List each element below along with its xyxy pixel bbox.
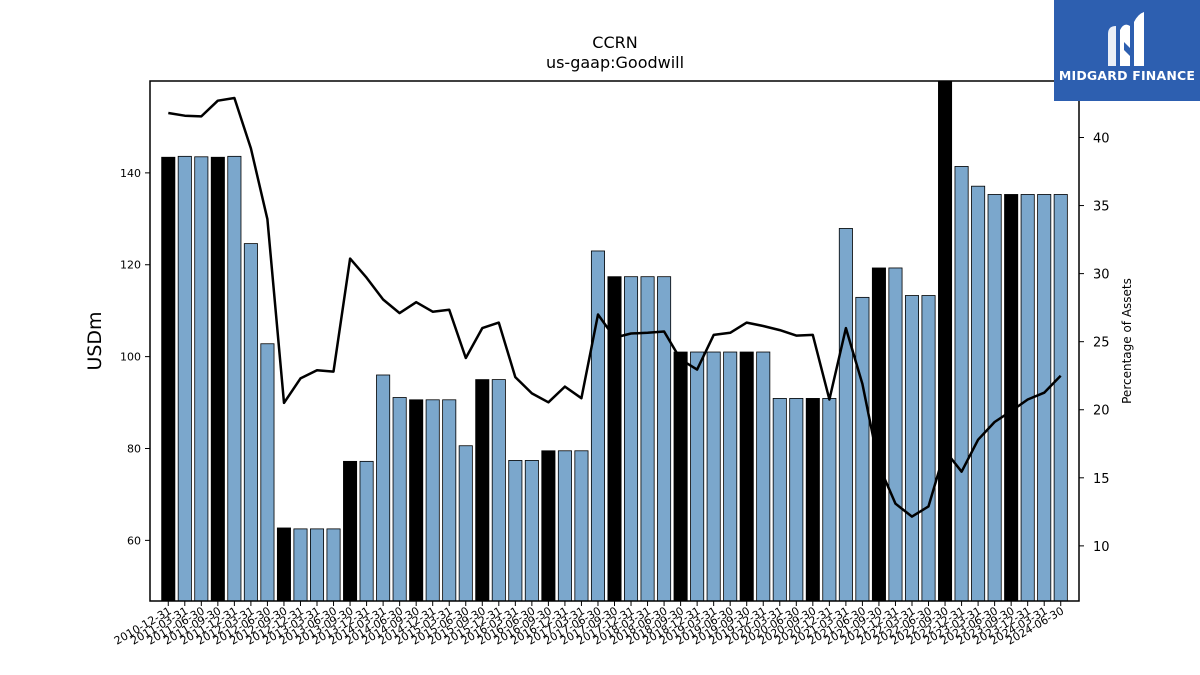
bar-group [161, 80, 1068, 602]
bar-2016-09-30 [541, 450, 556, 602]
bar-2023-03-31 [971, 185, 986, 602]
brand-name: MIDGARD FINANCE [1058, 68, 1196, 83]
bar-2020-03-31 [772, 398, 787, 602]
bar-2010-12-31 [161, 156, 176, 602]
bar-2011-09-30 [210, 156, 225, 602]
bar-2015-12-31 [491, 379, 506, 602]
bar-2021-12-31 [888, 267, 903, 602]
bar-2015-09-30 [475, 379, 490, 602]
percentage-line [168, 96, 1062, 518]
bar-2019-09-30 [739, 351, 754, 602]
y-tick-label: 60 [127, 534, 141, 547]
y-axis-right-label: Percentage of Assets [1120, 278, 1134, 404]
y-tick-label: 120 [120, 259, 141, 272]
bar-2020-06-30 [789, 398, 804, 602]
line-group [168, 96, 1062, 518]
bar-2016-06-30 [524, 460, 539, 602]
bar-2015-03-31 [442, 399, 457, 602]
bar-2022-09-30 [938, 80, 953, 602]
bar-2012-12-31 [293, 528, 308, 602]
bar-2016-03-31 [508, 460, 523, 602]
midgard-logo-icon [1108, 12, 1144, 67]
bar-2012-03-31 [243, 243, 258, 602]
y-axis-label: USDm [84, 311, 106, 370]
bar-2017-12-31 [624, 276, 639, 602]
bar-2013-06-30 [326, 528, 341, 602]
bar-2017-06-30 [590, 250, 605, 602]
bar-2011-12-31 [227, 155, 242, 602]
y-right-tick-label: 35 [1093, 200, 1110, 215]
bar-2014-09-30 [409, 399, 424, 602]
bar-2018-12-31 [690, 351, 705, 602]
bar-2013-12-31 [359, 460, 374, 602]
bar-2011-03-31 [177, 155, 192, 602]
bar-2022-03-31 [904, 295, 920, 602]
bar-2018-06-30 [657, 276, 672, 602]
bar-2013-09-30 [343, 460, 358, 602]
bar-2017-09-30 [607, 276, 622, 602]
bar-2023-09-30 [1004, 194, 1019, 602]
bar-2018-03-31 [640, 276, 655, 602]
bar-2014-12-31 [425, 399, 440, 602]
bar-2013-03-31 [309, 528, 325, 602]
bar-2014-03-31 [376, 374, 391, 602]
bar-2018-09-30 [673, 351, 688, 602]
y-tick-label: 100 [120, 351, 141, 364]
bar-2021-03-31 [838, 228, 853, 602]
bar-2014-06-30 [392, 397, 407, 602]
bar-2019-06-30 [723, 351, 738, 602]
bar-2019-03-31 [706, 351, 721, 602]
y-right-tick-label: 20 [1093, 404, 1110, 419]
y-right-tick-label: 30 [1093, 268, 1110, 283]
chart-title: CCRN [592, 33, 637, 52]
bar-2021-09-30 [871, 267, 886, 602]
bar-2023-06-30 [987, 194, 1002, 602]
bar-2015-06-30 [458, 445, 473, 602]
bar-2017-03-31 [574, 450, 589, 602]
bar-2024-03-31 [1037, 194, 1052, 602]
bar-2020-09-30 [805, 398, 820, 602]
y-right-tick-label: 10 [1093, 540, 1110, 555]
tick-group: 6080100120140101520253035402010-12-31201… [112, 131, 1110, 647]
bar-2024-06-30 [1053, 194, 1068, 602]
bar-2012-09-30 [276, 527, 291, 602]
chart-subtitle: us-gaap:Goodwill [546, 53, 684, 72]
bar-2012-06-30 [260, 343, 275, 602]
bar-2016-12-31 [557, 450, 572, 602]
bar-2019-12-31 [756, 351, 771, 602]
brand-logo: MIDGARD FINANCE [1054, 0, 1200, 101]
y-right-tick-label: 15 [1093, 472, 1110, 487]
bar-2022-06-30 [921, 295, 936, 602]
y-tick-label: 80 [127, 442, 141, 455]
plot-frame [149, 80, 1080, 602]
y-tick-label: 140 [120, 167, 141, 180]
bar-2021-06-30 [855, 296, 870, 602]
y-right-tick-label: 40 [1093, 131, 1110, 146]
y-right-tick-label: 25 [1093, 336, 1110, 351]
bar-2011-06-30 [194, 156, 209, 602]
bar-2022-12-31 [954, 166, 969, 602]
bar-2020-12-31 [822, 398, 837, 602]
